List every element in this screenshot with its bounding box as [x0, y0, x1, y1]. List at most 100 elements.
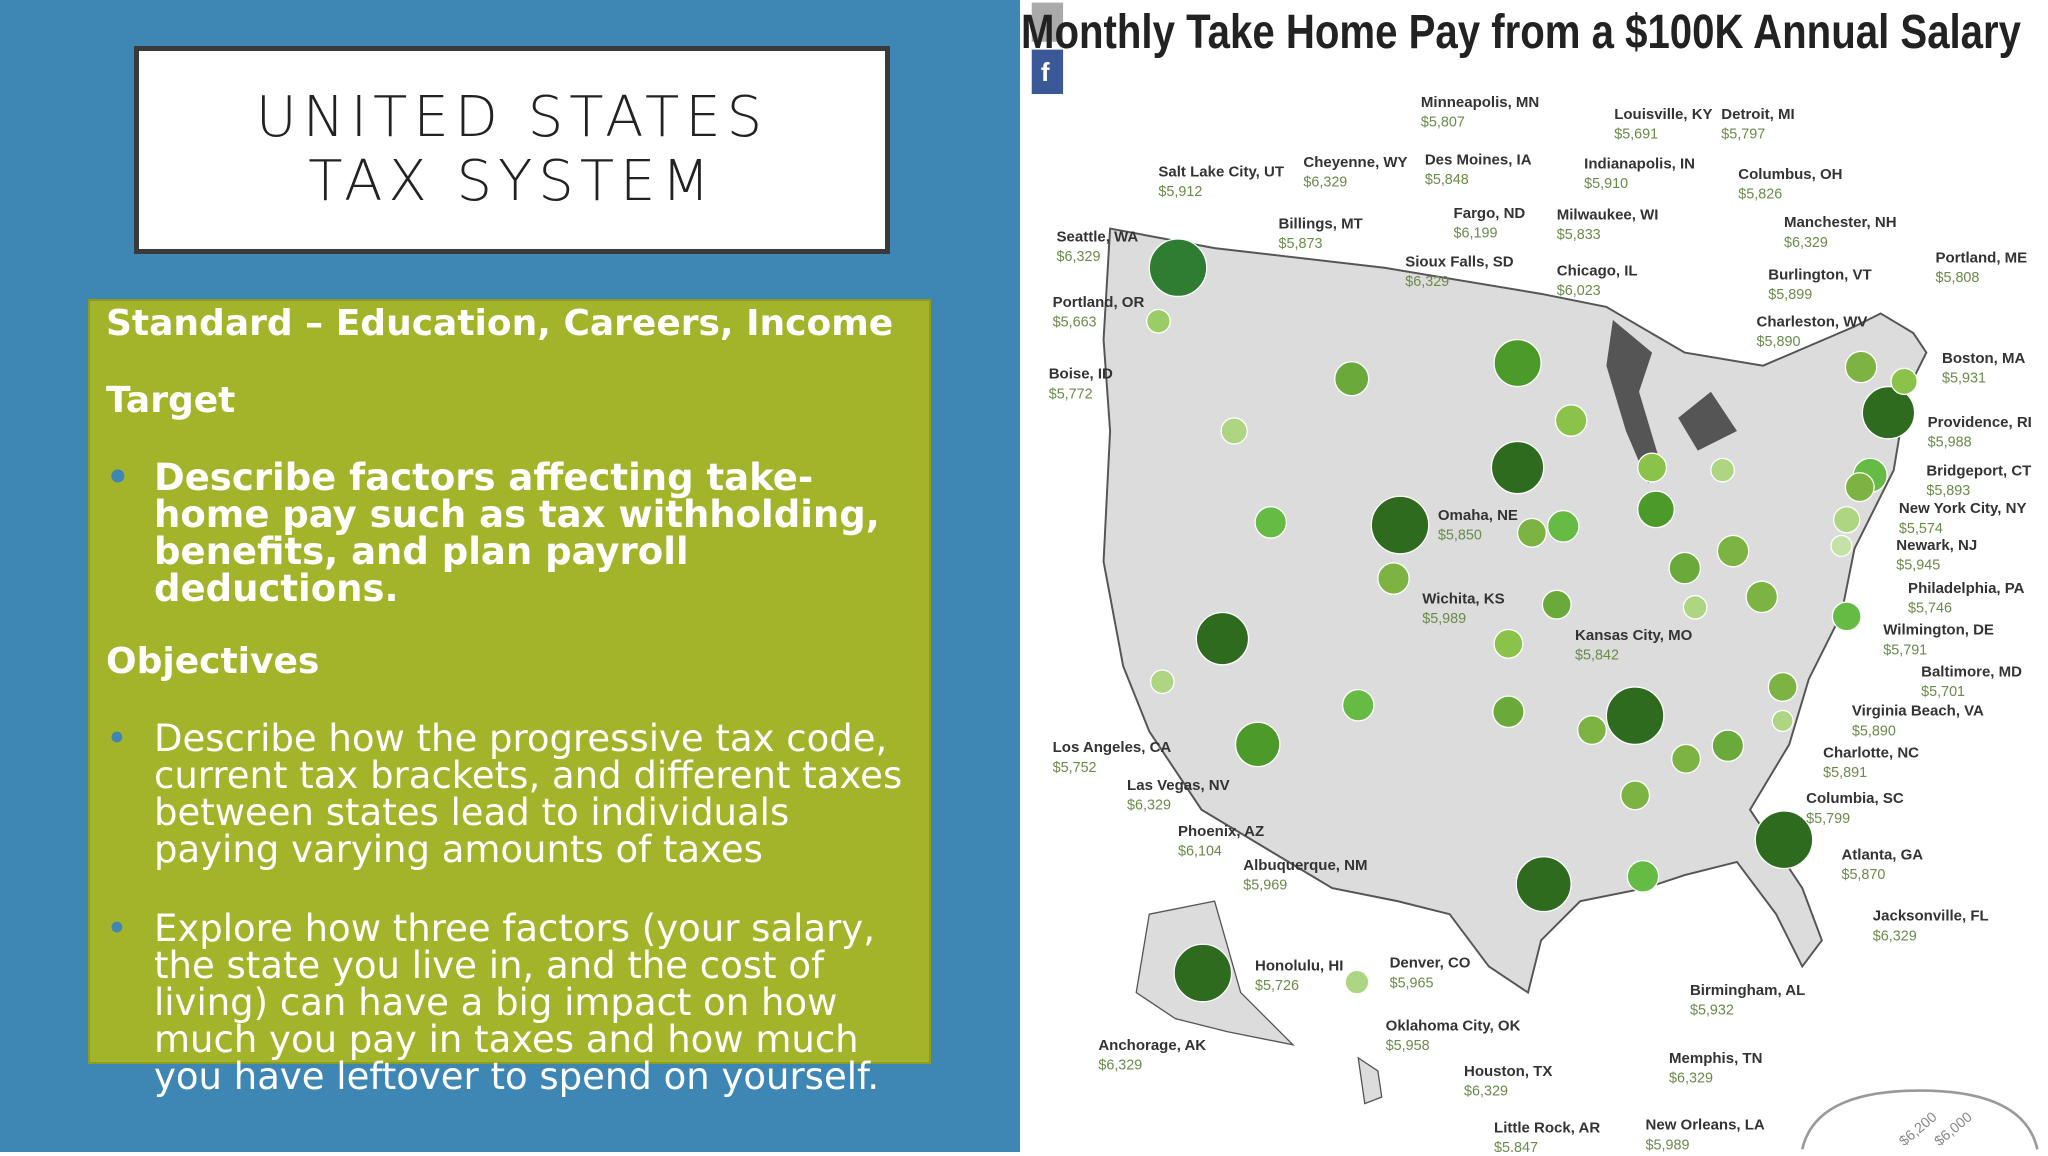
- city-name: Boise, ID: [1049, 366, 1113, 383]
- city-pay: $6,329: [1057, 249, 1101, 265]
- twitter-icon: [1031, 2, 1064, 42]
- city-pay: $5,833: [1557, 227, 1601, 243]
- city-pay: $5,847: [1494, 1140, 1538, 1152]
- city-dot: [1668, 551, 1702, 585]
- city-pay: $5,873: [1279, 236, 1323, 252]
- city-pay: $5,808: [1935, 270, 1979, 286]
- city-name: Billings, MT: [1279, 216, 1363, 233]
- city-name: Omaha, NE: [1438, 507, 1518, 524]
- target-list: Describe factors affecting take-home pay…: [106, 459, 913, 607]
- city-pay: $5,891: [1823, 765, 1867, 781]
- city-name: Oklahoma City, OK: [1386, 1017, 1521, 1034]
- city-pay: $5,870: [1841, 867, 1885, 883]
- city-name: Baltimore, MD: [1921, 664, 2022, 681]
- city-dot: [1492, 695, 1525, 729]
- city-dot: [1541, 589, 1572, 620]
- city-dot: [1148, 238, 1208, 298]
- city-name: Houston, TX: [1464, 1063, 1552, 1080]
- city-dot: [1844, 350, 1878, 384]
- city-dot: [1754, 810, 1814, 870]
- city-pay: $5,663: [1053, 315, 1097, 331]
- legend-arc: [1801, 1089, 2039, 1150]
- city-name: Honolulu, HI: [1255, 957, 1343, 974]
- city-name: Seattle, WA: [1057, 229, 1139, 246]
- city-name: Los Angeles, CA: [1053, 739, 1172, 756]
- city-pay: $5,746: [1908, 601, 1952, 617]
- city-pay: $6,329: [1405, 274, 1449, 290]
- map-title: Monthly Take Home Pay from a $100K Annua…: [1021, 6, 2021, 59]
- city-name: Cheyenne, WY: [1303, 154, 1407, 171]
- city-dot: [1844, 472, 1875, 503]
- city-pay: $5,826: [1738, 187, 1782, 203]
- city-pay: $5,848: [1425, 172, 1469, 188]
- city-pay: $5,989: [1646, 1137, 1690, 1152]
- city-name: Phoenix, AZ: [1178, 823, 1264, 840]
- city-pay: $5,932: [1690, 1003, 1734, 1019]
- city-dot: [1146, 308, 1171, 334]
- city-pay: $5,799: [1806, 811, 1850, 827]
- city-dot: [1493, 628, 1524, 659]
- city-pay: $6,329: [1464, 1084, 1508, 1100]
- city-pay: $5,842: [1575, 648, 1619, 664]
- city-pay: $6,329: [1784, 235, 1828, 251]
- left-pane: UNITED STATES TAX SYSTEM Standard – Educ…: [0, 0, 1020, 1152]
- city-pay: $5,850: [1438, 527, 1482, 543]
- city-dot: [1493, 338, 1542, 388]
- city-pay: $5,574: [1899, 521, 1943, 537]
- city-pay: $5,797: [1721, 126, 1765, 142]
- city-dot: [1344, 969, 1370, 995]
- city-name: Manchester, NH: [1784, 214, 1897, 231]
- city-pay: $5,726: [1255, 978, 1299, 994]
- city-name: Charlotte, NC: [1823, 744, 1919, 761]
- city-name: Wilmington, DE: [1883, 622, 1994, 639]
- target-heading: Target: [106, 380, 236, 421]
- city-name: Portland, OR: [1053, 294, 1145, 311]
- city-dot: [1830, 534, 1853, 558]
- city-name: Charleston, WV: [1757, 313, 1868, 330]
- city-name: Portland, ME: [1935, 250, 2027, 267]
- city-dot: [1554, 404, 1588, 437]
- city-pay: $5,772: [1049, 386, 1093, 402]
- city-dot: [1890, 367, 1918, 396]
- city-pay: $5,969: [1243, 877, 1287, 893]
- content-panel: Standard – Education, Careers, Income Ta…: [88, 299, 931, 1095]
- city-name: Kansas City, MO: [1575, 627, 1693, 644]
- hawaii: [1357, 1056, 1383, 1105]
- city-dot: [1254, 506, 1288, 539]
- city-pay: $5,791: [1883, 642, 1927, 658]
- city-pay: $5,890: [1852, 723, 1896, 739]
- city-pay: $5,988: [1928, 435, 1972, 451]
- city-name: Memphis, TN: [1669, 1050, 1762, 1067]
- city-name: Bridgeport, CT: [1926, 462, 2031, 479]
- city-dot: [1220, 417, 1248, 445]
- city-name: Virginia Beach, VA: [1852, 703, 1984, 720]
- bullet: Explore how three factors (your salary, …: [106, 910, 913, 1095]
- city-name: Little Rock, AR: [1494, 1119, 1600, 1136]
- city-name: Louisville, KY: [1614, 106, 1712, 123]
- city-dot: [1334, 361, 1370, 397]
- city-name: Columbia, SC: [1806, 790, 1904, 807]
- city-dot: [1745, 580, 1779, 614]
- city-pay: $5,890: [1757, 334, 1801, 350]
- bullet: Describe factors affecting take-home pay…: [106, 459, 913, 607]
- city-pay: $5,910: [1584, 176, 1628, 192]
- city-dot: [1377, 562, 1410, 595]
- city-pay: $5,807: [1421, 115, 1465, 131]
- city-name: Sioux Falls, SD: [1405, 253, 1514, 270]
- city-pay: $5,752: [1053, 760, 1097, 776]
- city-pay: $6,023: [1557, 283, 1601, 299]
- city-name: Jacksonville, FL: [1873, 908, 1989, 925]
- city-pay: $6,329: [1303, 175, 1347, 191]
- city-dot: [1861, 385, 1916, 440]
- city-name: New York City, NY: [1899, 500, 2027, 517]
- bullet: Describe how the progressive tax code, c…: [106, 720, 913, 868]
- city-name: Chicago, IL: [1557, 263, 1638, 280]
- city-name: Des Moines, IA: [1425, 152, 1532, 169]
- city-dot: [1195, 611, 1250, 666]
- city-dot: [1711, 729, 1745, 763]
- city-pay: $5,912: [1158, 184, 1202, 200]
- city-pay: $6,329: [1873, 928, 1917, 944]
- city-dot: [1341, 688, 1375, 722]
- city-dot: [1682, 594, 1708, 620]
